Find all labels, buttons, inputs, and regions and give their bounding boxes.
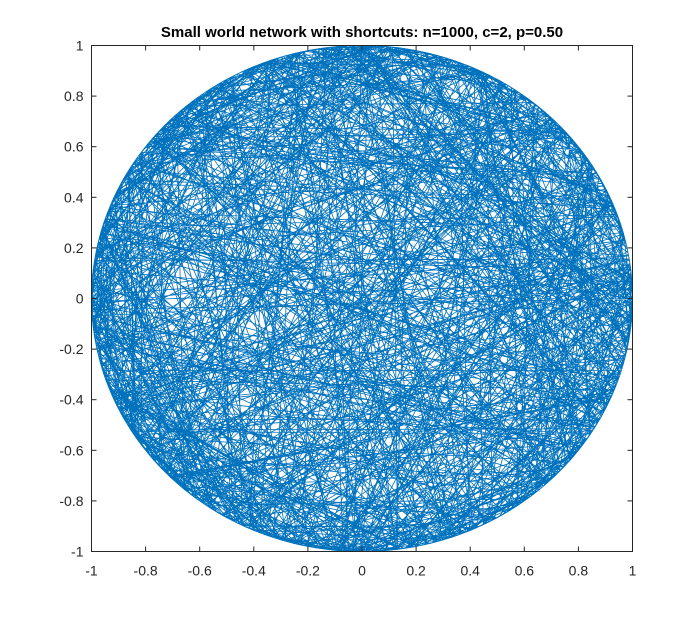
x-tick-label: 0 (358, 563, 366, 579)
x-tick-label: 1 (629, 563, 637, 579)
y-tick-label: 0 (76, 291, 84, 307)
y-tick-label: 0.4 (64, 189, 84, 205)
x-tick-label: 0.8 (569, 563, 589, 579)
plot-area (91, 45, 633, 552)
x-tick-label: -0.8 (134, 563, 158, 579)
shortcut-edges (91, 45, 633, 552)
x-tick-label: 0.6 (515, 563, 535, 579)
x-tick-label: 0.4 (460, 563, 480, 579)
x-tick-label: -0.4 (242, 563, 266, 579)
y-tick-label: -0.8 (59, 493, 83, 509)
y-tick-label: 0.6 (64, 139, 84, 155)
x-tick-label: -1 (85, 563, 98, 579)
x-tick-label: -0.2 (296, 563, 320, 579)
y-axis: 1 0.8 0.6 0.4 0.2 0 -0.2 -0.4 -0.6 -0.8 -1 (59, 38, 633, 560)
y-tick-label: -0.4 (59, 392, 83, 408)
y-tick-label: 0.2 (64, 240, 84, 256)
y-tick-label: 0.8 (64, 88, 84, 104)
x-tick-label: -0.6 (188, 563, 212, 579)
y-tick-label: 1 (76, 38, 84, 54)
y-tick-label: -1 (71, 544, 84, 560)
y-tick-label: -0.6 (59, 442, 83, 458)
y-tick-label: -0.2 (59, 341, 83, 357)
chart-title: Small world network with shortcuts: n=10… (161, 24, 563, 41)
network-edges (91, 45, 633, 552)
x-tick-label: 0.2 (406, 563, 426, 579)
x-axis: -1 -0.8 -0.6 -0.4 -0.2 0 0.2 0.4 0.6 0.8 1 (85, 45, 637, 579)
